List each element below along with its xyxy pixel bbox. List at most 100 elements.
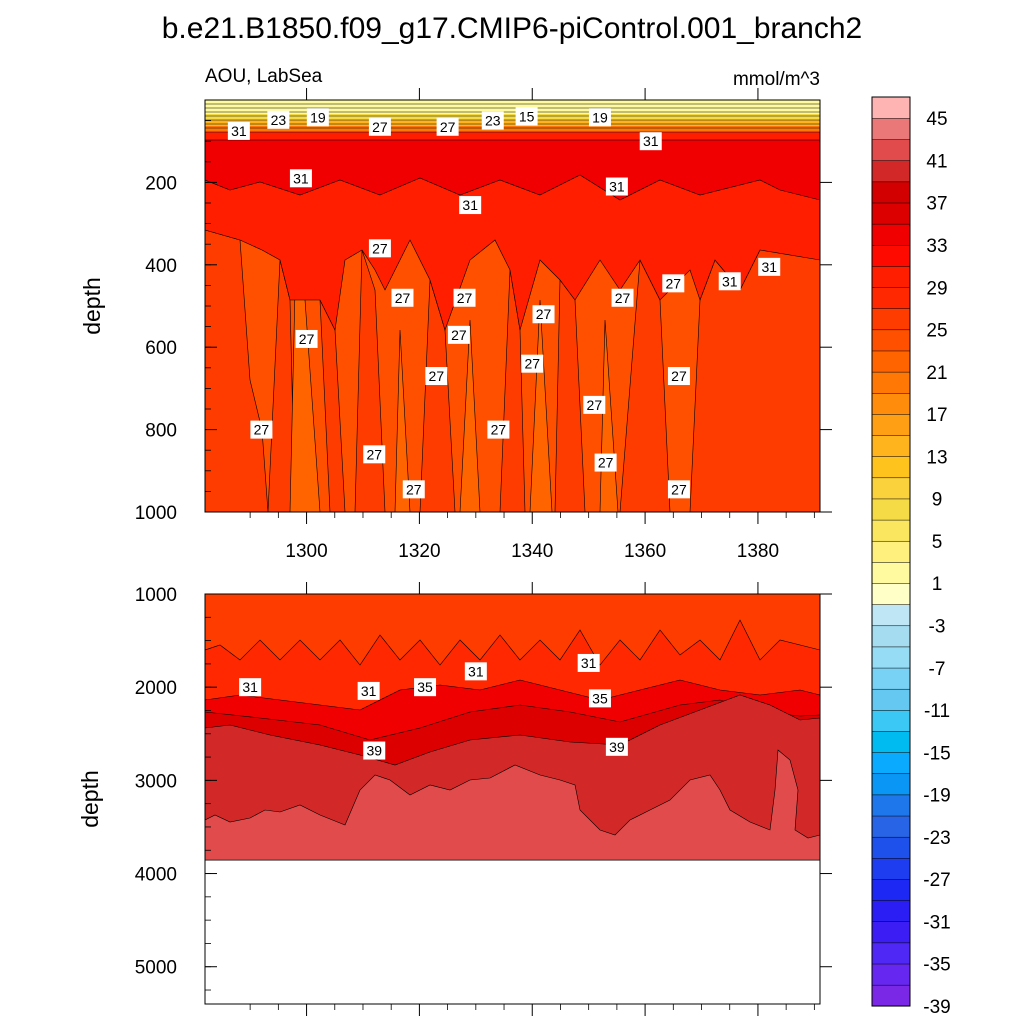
contour-label: 31: [227, 121, 250, 140]
contour-label-text: 31: [609, 179, 625, 195]
colorbar-swatch: [871, 160, 911, 183]
chart-title: b.e21.B1850.f09_g17.CMIP6-piControl.001_…: [162, 12, 863, 45]
colorbar-swatch: [871, 498, 911, 521]
contour-label-text: 35: [417, 679, 433, 695]
contour-label: 27: [453, 288, 476, 307]
y-tick-label: 800: [145, 421, 177, 442]
contour-label-text: 31: [293, 170, 309, 186]
units-label: mmol/m^3: [733, 69, 820, 90]
colorbar-label: 1: [932, 574, 943, 595]
colorbar-label: -35: [923, 955, 950, 976]
colorbar-label: 45: [926, 109, 947, 130]
variable-label: AOU, LabSea: [205, 66, 323, 87]
contour-label-text: 39: [609, 739, 625, 755]
y-tick-label: 4000: [135, 865, 177, 886]
y-tick-label: 200: [145, 173, 177, 194]
contour-label-text: 19: [310, 109, 326, 125]
contour-label-box: [718, 272, 741, 291]
contour-label-box: [267, 110, 290, 129]
contour-label-box: [306, 108, 329, 127]
contour-label-box: [357, 681, 380, 700]
colorbar-label: -19: [923, 786, 950, 807]
contour-label-box: [667, 367, 690, 386]
contour-label-box: [605, 177, 628, 196]
y-tick-label: 600: [145, 338, 177, 359]
contour-label-text: 31: [462, 197, 478, 213]
upper-x-axis: 1300 1320 1340 1360 1380: [249, 88, 815, 562]
colorbar-swatch: [871, 730, 911, 753]
contour-label: 31: [239, 678, 262, 697]
colorbar-label: 29: [926, 278, 947, 299]
contour-label-text: 31: [581, 655, 597, 671]
contour-label: 27: [368, 117, 391, 136]
colorbar-label: -23: [923, 828, 950, 849]
contour-label: 27: [594, 453, 617, 472]
colorbar-swatch: [871, 604, 911, 627]
contour-label-box: [758, 257, 781, 276]
colorbar-swatch: [871, 308, 911, 331]
colorbar-swatch: [871, 371, 911, 394]
contour-label-box: [447, 325, 470, 344]
contour-label: 19: [588, 108, 611, 127]
contour-label-text: 39: [366, 743, 382, 759]
contour-label-text: 27: [491, 422, 507, 438]
contour-label: 23: [267, 110, 290, 129]
contour-label: 35: [588, 689, 611, 708]
contour-label: 27: [425, 367, 448, 386]
contour-label: 27: [521, 354, 544, 373]
colorbar-swatch: [871, 942, 911, 965]
contour-label-box: [402, 480, 425, 499]
colorbar-swatch: [871, 984, 911, 1007]
surface-band-3: [205, 120, 820, 126]
colorbar-swatch: [871, 117, 911, 140]
contour-label-box: [667, 480, 690, 499]
contour-label-text: 31: [468, 663, 484, 679]
contour-label-box: [487, 420, 510, 439]
y-tick-label: 1000: [135, 585, 177, 606]
contour-label-box: [588, 108, 611, 127]
colorbar-swatch: [871, 688, 911, 711]
contour-label: 31: [605, 177, 628, 196]
contour-label-box: [425, 367, 448, 386]
surface-band-2: [205, 114, 820, 120]
colorbar-label: -27: [923, 870, 950, 891]
contour-label-text: 27: [254, 422, 270, 438]
contour-label: 31: [357, 681, 380, 700]
contour-region-37: [205, 139, 820, 201]
colorbar-swatch: [871, 667, 911, 690]
y-tick-label: 400: [145, 256, 177, 277]
contour-label: 23: [481, 111, 504, 130]
contour-label-box: [639, 132, 662, 151]
contour-label: 15: [515, 107, 538, 126]
contour-label-text: 27: [429, 368, 445, 384]
lower-region-41: [205, 749, 820, 861]
lower-contour-labels: 31 31 35 31 31 35 39 39: [239, 653, 628, 760]
contour-label-box: [594, 453, 617, 472]
contour-label-text: 27: [299, 331, 315, 347]
contour-label-box: [227, 121, 250, 140]
contour-label-box: [368, 117, 391, 136]
contour-label-box: [605, 737, 628, 756]
colorbar-label: -3: [929, 616, 946, 637]
contour-label-box: [577, 653, 600, 672]
contour-label-box: [459, 196, 482, 215]
x-tick-label: 1360: [624, 541, 666, 562]
contour-label: 27: [363, 445, 386, 464]
contour-label: 31: [639, 132, 662, 151]
contour-label: 19: [306, 108, 329, 127]
colorbar-swatch: [871, 794, 911, 817]
colorbar-swatch: [871, 878, 911, 901]
lower-panel-field: [205, 594, 820, 861]
surface-band-1: [205, 100, 820, 114]
contour-label: 27: [667, 367, 690, 386]
contour-label-text: 23: [271, 112, 287, 128]
contour-label-text: 31: [242, 679, 258, 695]
y-tick-label: 5000: [135, 958, 177, 979]
colorbar-label: 37: [926, 194, 947, 215]
contour-label: 31: [758, 257, 781, 276]
contour-label: 27: [583, 395, 606, 414]
contour-label-box: [363, 445, 386, 464]
y-tick-label: 2000: [135, 678, 177, 699]
colorbar-label: 41: [926, 151, 947, 172]
contour-label-text: 27: [536, 306, 552, 322]
